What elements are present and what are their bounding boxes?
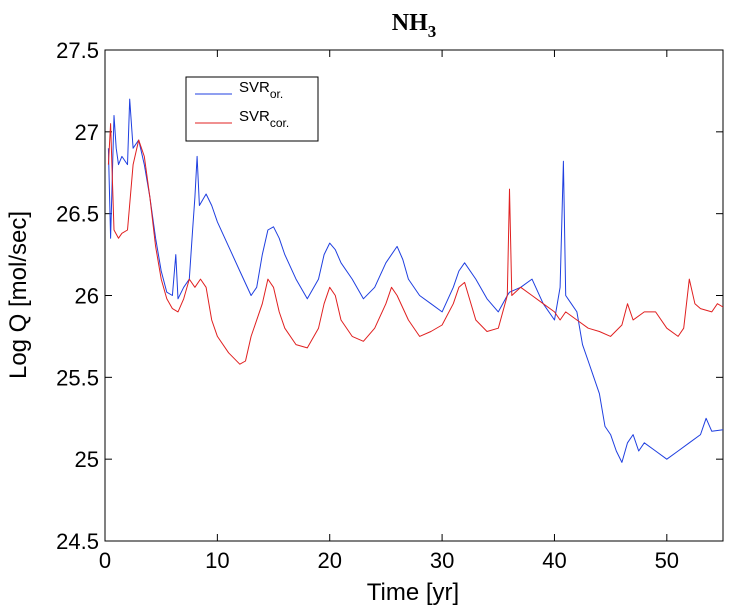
y-axis: 24.5 25 25.5 26 26.5 27 27.5 xyxy=(56,38,723,554)
y-tick-label: 27.5 xyxy=(56,38,99,63)
legend-label-cor: SVRcor. xyxy=(239,108,289,130)
x-axis: 0 10 20 30 40 50 xyxy=(99,50,679,573)
series-line-svr-or xyxy=(107,98,724,463)
x-tick-label: 30 xyxy=(430,548,454,573)
chart-title: NH3 xyxy=(392,10,437,41)
y-tick-label: 26.5 xyxy=(56,202,99,227)
y-tick-label: 24.5 xyxy=(56,529,99,554)
x-axis-label: Time [yr] xyxy=(367,579,459,606)
y-tick-label: 26 xyxy=(75,284,99,309)
x-tick-label: 10 xyxy=(205,548,229,573)
series-group xyxy=(107,98,724,463)
y-tick-label: 25 xyxy=(75,447,99,472)
x-tick-label: 0 xyxy=(99,548,111,573)
legend-label-or: SVRor. xyxy=(239,79,283,101)
y-axis-label: Log Q [mol/sec] xyxy=(5,211,32,379)
x-tick-label: 40 xyxy=(542,548,566,573)
y-tick-label: 27 xyxy=(75,120,99,145)
legend-box xyxy=(185,76,319,142)
legend: SVRor. SVRcor. xyxy=(185,76,319,142)
y-tick-label: 25.5 xyxy=(56,365,99,390)
x-tick-label: 20 xyxy=(317,548,341,573)
series-line-svr-cor xyxy=(107,123,724,365)
x-tick-label: 50 xyxy=(655,548,679,573)
